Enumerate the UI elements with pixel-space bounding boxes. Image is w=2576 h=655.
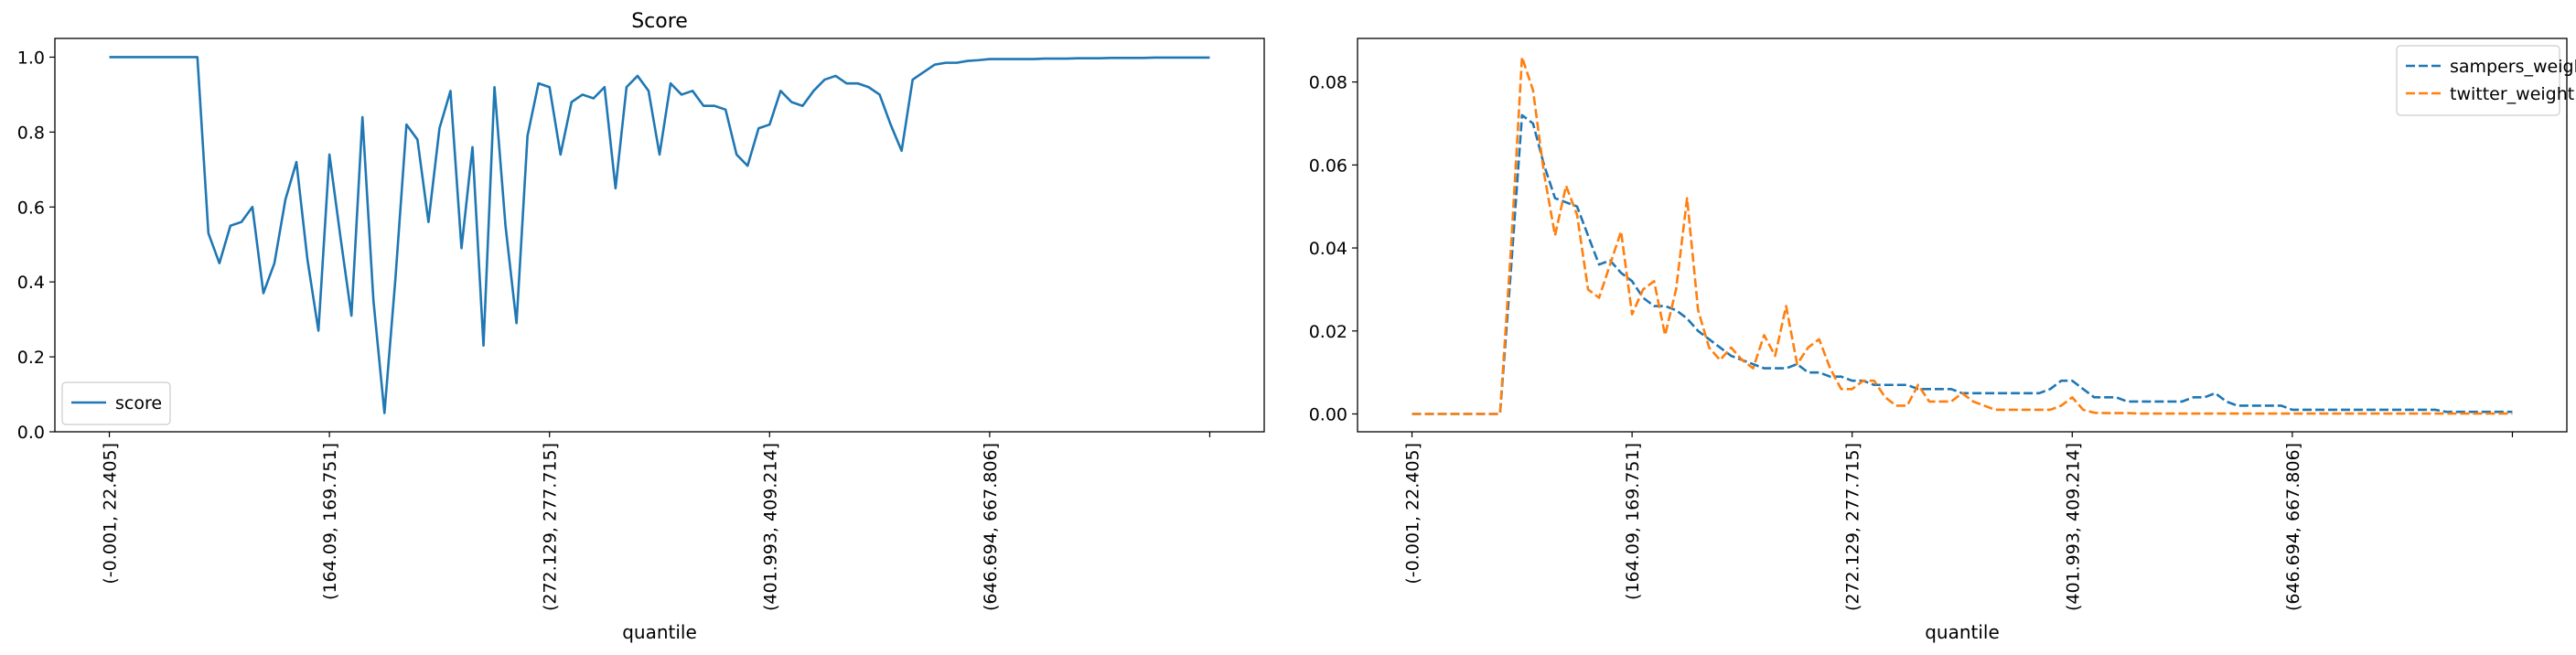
y-tick-label: 0.08 bbox=[1309, 73, 1347, 93]
y-tick-label: 0.06 bbox=[1309, 156, 1347, 176]
x-axis-label: quantile bbox=[1925, 621, 2000, 643]
x-tick-label: (401.993, 409.214] bbox=[2063, 443, 2083, 611]
x-tick-label: (-0.001, 22.405] bbox=[1403, 443, 1423, 585]
chart-left: Score 0.0 0.2 0.4 0.6 0.8 1.0 (-0.001, 22.405] (… bbox=[17, 10, 1265, 643]
y-tick-label: 0.4 bbox=[17, 273, 45, 293]
x-tick-label: (164.09, 169.751] bbox=[1623, 443, 1643, 600]
y-tick-label: 0.02 bbox=[1309, 322, 1347, 342]
legend-box bbox=[2396, 45, 2560, 116]
chart-title: Score bbox=[631, 10, 688, 33]
series-line-sampers_weight bbox=[1411, 113, 2513, 415]
x-tick-label: (272.129, 277.715] bbox=[1843, 443, 1863, 611]
y-tick-label: 0.8 bbox=[17, 123, 45, 143]
chart-right: 0.00 0.02 0.04 0.06 0.08 (-0.001, 22.405] (164… bbox=[1309, 38, 2576, 643]
legend-label: score bbox=[115, 393, 162, 413]
x-axis-label: quantile bbox=[622, 621, 697, 643]
legend-box bbox=[61, 381, 171, 425]
x-tick-label: (272.129, 277.715] bbox=[541, 443, 561, 611]
y-tick-label: 0.2 bbox=[17, 348, 45, 368]
y-tick-label: 0.04 bbox=[1309, 239, 1347, 259]
axes-frame bbox=[54, 38, 1265, 433]
legend-label: twitter_weight bbox=[2450, 84, 2574, 104]
series-line-score bbox=[109, 56, 1210, 414]
legend: score bbox=[61, 381, 171, 425]
y-tick-label: 0.00 bbox=[1309, 404, 1347, 424]
series-line-twitter_weight bbox=[1411, 56, 2513, 415]
legend: sampers_weight twitter_weight bbox=[2396, 45, 2576, 116]
x-tick-label: (646.694, 667.806] bbox=[981, 443, 1001, 611]
x-tick-label: (646.694, 667.806] bbox=[2283, 443, 2303, 611]
axes-frame bbox=[1357, 38, 2568, 433]
x-tick-label: (401.993, 409.214] bbox=[760, 443, 780, 611]
legend-label: sampers_weight bbox=[2450, 57, 2576, 77]
y-tick-label: 0.6 bbox=[17, 198, 45, 218]
y-tick-label: 1.0 bbox=[17, 48, 45, 68]
y-tick-label: 0.0 bbox=[17, 423, 45, 443]
x-tick-label: (-0.001, 22.405] bbox=[101, 443, 121, 585]
x-tick-label: (164.09, 169.751] bbox=[320, 443, 340, 600]
